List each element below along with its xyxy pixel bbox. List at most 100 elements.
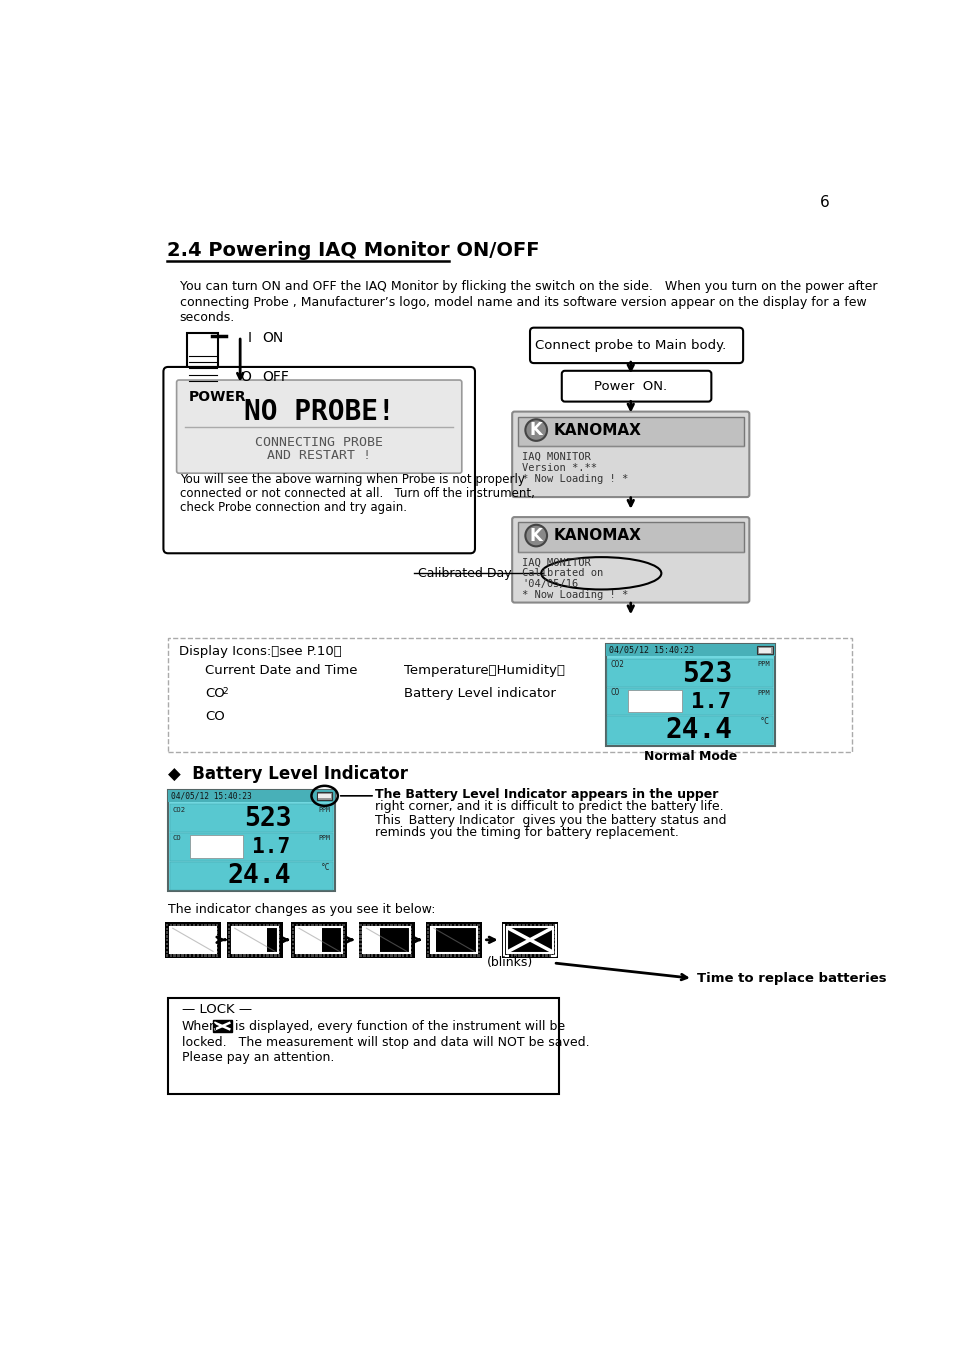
Bar <box>514 943 517 946</box>
Bar <box>200 951 203 952</box>
Bar <box>323 939 325 942</box>
Bar <box>270 924 273 925</box>
Bar <box>394 924 396 925</box>
Bar <box>454 943 456 946</box>
Bar <box>435 935 436 938</box>
Bar <box>457 951 459 952</box>
Bar <box>166 954 168 957</box>
Bar <box>371 935 373 938</box>
Text: Temperature（Humidity）: Temperature（Humidity） <box>404 663 565 677</box>
Bar <box>208 931 211 934</box>
Text: — LOCK —: — LOCK — <box>182 1004 252 1016</box>
Bar <box>258 951 261 952</box>
Bar <box>502 935 505 938</box>
Bar <box>359 954 361 957</box>
Bar <box>390 947 393 948</box>
Bar <box>342 928 344 929</box>
Bar <box>438 928 440 929</box>
Bar <box>193 928 195 929</box>
Bar <box>607 716 773 744</box>
Text: ON: ON <box>261 331 283 345</box>
Bar <box>307 931 310 934</box>
Bar <box>295 943 298 946</box>
Bar <box>208 924 211 925</box>
Bar <box>525 924 528 925</box>
Bar <box>386 931 389 934</box>
Bar <box>537 954 539 957</box>
Text: CO2: CO2 <box>610 659 624 669</box>
Bar <box>549 924 551 925</box>
Bar <box>517 417 743 446</box>
Circle shape <box>525 419 546 440</box>
Bar <box>318 793 331 798</box>
Bar <box>342 943 344 946</box>
Bar <box>435 924 436 925</box>
Bar <box>545 947 547 948</box>
Bar <box>521 951 524 952</box>
Bar <box>427 943 429 946</box>
Bar <box>251 943 253 946</box>
Bar <box>476 947 479 948</box>
Bar <box>270 939 273 942</box>
Bar <box>525 954 528 957</box>
Bar <box>454 951 456 952</box>
Bar <box>473 954 476 957</box>
Bar <box>270 943 273 946</box>
Bar <box>446 943 448 946</box>
Bar <box>406 951 408 952</box>
Bar <box>196 951 199 952</box>
Bar <box>338 928 340 929</box>
Bar <box>502 943 505 946</box>
Bar <box>338 947 340 948</box>
Bar <box>375 954 377 957</box>
Bar <box>525 951 528 952</box>
Bar <box>363 939 365 942</box>
Bar <box>323 947 325 948</box>
Bar <box>442 924 444 925</box>
Bar <box>406 943 408 946</box>
Bar <box>517 943 520 946</box>
Bar <box>170 927 216 952</box>
Bar <box>367 947 369 948</box>
Bar <box>473 935 476 938</box>
Bar <box>397 928 400 929</box>
Bar <box>185 935 187 938</box>
Bar <box>232 931 233 934</box>
Bar <box>327 939 329 942</box>
Text: (blinks): (blinks) <box>487 957 533 970</box>
Bar <box>534 939 536 942</box>
Bar <box>307 924 310 925</box>
Bar <box>185 939 187 942</box>
Bar <box>506 943 509 946</box>
Bar <box>319 931 321 934</box>
Text: You can turn ON and OFF the IAQ Monitor by flicking the switch on the side.   Wh: You can turn ON and OFF the IAQ Monitor … <box>179 281 876 293</box>
Bar <box>166 951 168 952</box>
Bar <box>382 943 385 946</box>
Bar <box>397 935 400 938</box>
Bar <box>319 935 321 938</box>
Bar <box>177 924 179 925</box>
Bar <box>410 939 412 942</box>
Bar <box>228 931 230 934</box>
Bar <box>319 947 321 948</box>
Text: Connect probe to Main body.: Connect probe to Main body. <box>535 339 725 351</box>
Bar <box>549 939 551 942</box>
Bar <box>438 935 440 938</box>
Bar <box>239 931 241 934</box>
Bar <box>534 928 536 929</box>
Bar <box>386 943 389 946</box>
Bar <box>427 924 429 925</box>
Bar <box>461 931 464 934</box>
Bar <box>262 931 265 934</box>
Bar <box>530 931 532 934</box>
Bar <box>331 947 333 948</box>
Bar <box>605 644 774 746</box>
Bar <box>216 954 218 957</box>
Bar <box>262 928 265 929</box>
Bar <box>390 943 393 946</box>
Bar <box>254 954 257 957</box>
Bar <box>212 943 214 946</box>
Bar <box>521 939 524 942</box>
Bar <box>394 943 396 946</box>
Bar <box>537 951 539 952</box>
